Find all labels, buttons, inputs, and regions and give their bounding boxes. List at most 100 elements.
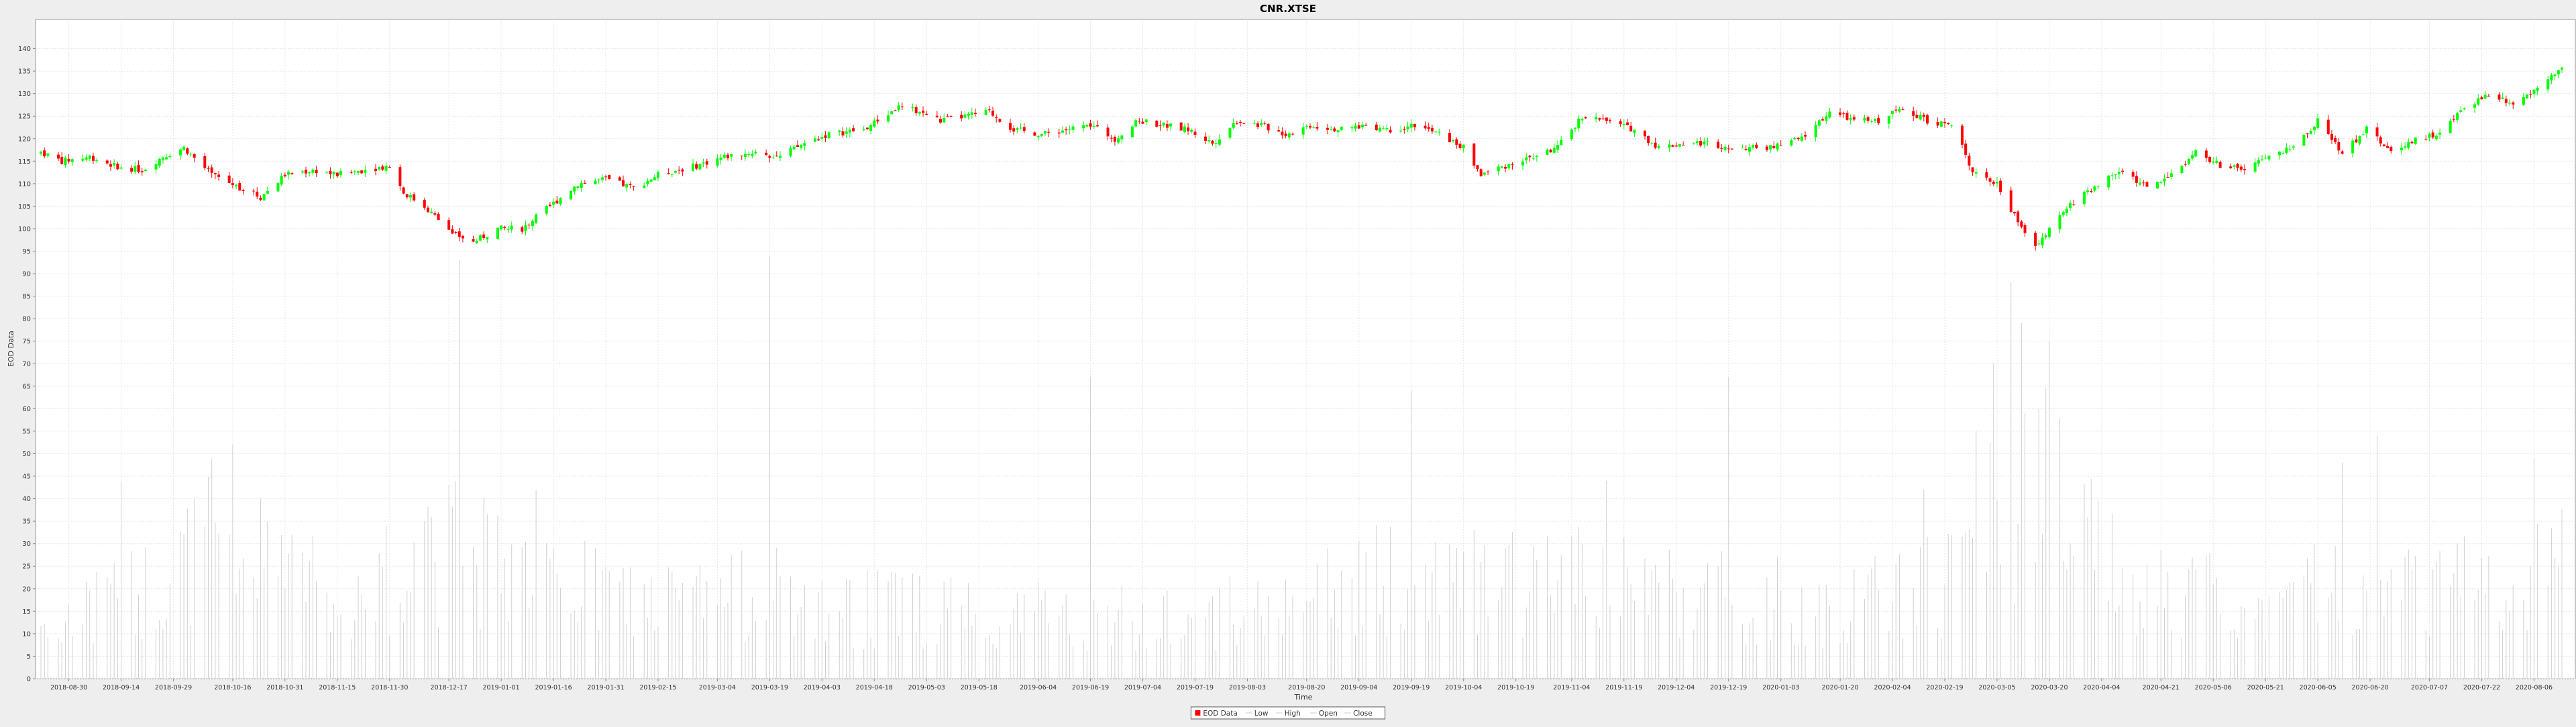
candle-body (984, 109, 987, 115)
x-tick-label: 2020-03-20 (2031, 684, 2068, 691)
candle-body (2316, 118, 2320, 128)
candle-body (235, 184, 238, 186)
x-tick-label: 2020-04-21 (2143, 684, 2180, 691)
candle-body (1549, 150, 1552, 153)
legend-entry-label: Close (1353, 710, 1373, 718)
candle-body (2253, 162, 2257, 172)
candle-body (137, 164, 140, 172)
candle-body (555, 201, 559, 204)
candle-body (1849, 118, 1852, 120)
candle-body (632, 186, 635, 187)
candle-body (649, 179, 653, 182)
x-tick-label: 2018-08-30 (50, 684, 87, 691)
candle-body (210, 167, 213, 173)
x-tick-label: 2018-12-17 (431, 684, 468, 691)
candle-body (1625, 122, 1629, 125)
candle-body (2239, 166, 2243, 170)
candle-body (1134, 120, 1138, 127)
candle-body (747, 154, 751, 156)
candle-body (1825, 116, 1828, 121)
candle-body (2536, 88, 2539, 91)
candle-body (1863, 117, 1866, 121)
candle-body (2044, 235, 2047, 237)
candle-body (698, 164, 702, 170)
candle-body (1117, 138, 1120, 143)
candle-body (1870, 121, 1873, 122)
candle-body (64, 158, 67, 166)
candle-body (681, 169, 684, 172)
candle-body (2236, 164, 2239, 168)
candle-body (1772, 146, 1776, 148)
candle-body (1974, 172, 1978, 174)
candle-body (158, 159, 161, 166)
candle-body (1901, 109, 1904, 110)
candle-body (1008, 123, 1012, 130)
candle-body (454, 232, 458, 233)
candle-body (2086, 190, 2090, 192)
x-tick-label: 2019-09-19 (1393, 684, 1430, 691)
candle-body (1552, 148, 1556, 153)
x-tick-label: 2018-10-31 (266, 684, 303, 691)
y-tick-label: 100 (18, 225, 31, 233)
candle-body (2553, 74, 2557, 76)
candle-body (1214, 143, 1218, 144)
x-tick-label: 2019-06-19 (1072, 684, 1109, 691)
candle-body (109, 164, 112, 167)
candle-body (2166, 176, 2169, 178)
candle-body (2194, 150, 2198, 157)
candle-body (1193, 131, 1197, 135)
candle-body (1476, 165, 1479, 170)
candle-body (2358, 135, 2361, 144)
candle-body (360, 170, 364, 174)
candle-body (1462, 144, 1465, 148)
candle-body (716, 158, 719, 166)
candle-body (643, 185, 646, 188)
candle-body (1629, 125, 1633, 131)
candle-body (535, 214, 538, 223)
candle-body (165, 157, 168, 160)
candle-body (1796, 137, 1800, 139)
candle-body (2277, 152, 2281, 156)
candle-body (1699, 141, 1703, 146)
candle-body (2351, 140, 2355, 154)
x-tick-label: 2020-05-06 (2195, 684, 2232, 691)
candle-body (820, 136, 824, 139)
candle-body (1211, 140, 1214, 144)
candle-body (67, 158, 70, 162)
candle-body (887, 115, 890, 121)
candle-body (987, 109, 991, 111)
y-tick-label: 45 (22, 473, 31, 481)
candle-body (2090, 191, 2093, 192)
candle-body (276, 182, 280, 192)
x-tick-label: 2019-04-03 (804, 684, 841, 691)
y-tick-label: 5 (27, 653, 31, 661)
candle-body (1500, 166, 1503, 168)
candle-body (1605, 117, 1608, 121)
candle-body (894, 110, 897, 111)
candle-body (1263, 123, 1267, 124)
candle-body (2145, 182, 2149, 187)
x-tick-label: 2020-07-07 (2411, 684, 2448, 691)
candle-body (388, 166, 391, 168)
legend: EOD Data Low High Open Close (1190, 706, 1386, 720)
candle-body (1950, 125, 1953, 126)
candle-body (974, 113, 977, 114)
candle-body (827, 132, 830, 138)
candle-body (1187, 127, 1190, 131)
x-tick-label: 2019-09-04 (1340, 684, 1377, 691)
candle-body (796, 145, 799, 148)
candle-body (186, 148, 189, 154)
candle-body (1678, 144, 1681, 147)
candle-body (503, 227, 506, 228)
candle-body (991, 111, 994, 116)
candle-body (2117, 172, 2121, 174)
candle-body (308, 172, 311, 174)
candle-body (960, 115, 963, 119)
candle-body (719, 157, 722, 160)
candle-body (2267, 156, 2271, 160)
candle-body (378, 166, 381, 170)
candle-body (1817, 120, 1821, 126)
candle-body (46, 153, 50, 156)
candle-body (2215, 160, 2218, 163)
